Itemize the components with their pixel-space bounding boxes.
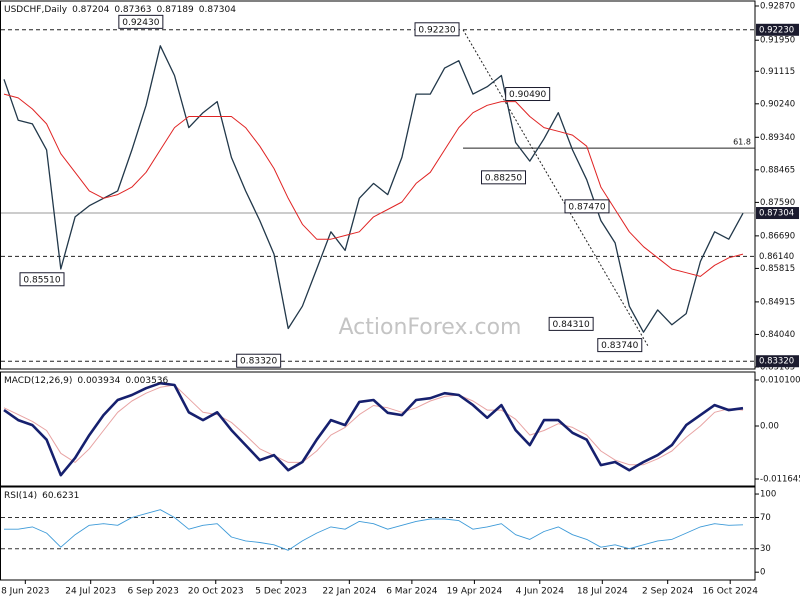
y-tick-label: -0.011645 — [760, 475, 800, 485]
annotation-label: 0.87470 — [568, 202, 605, 212]
y-tick-label: 0.00 — [760, 421, 779, 431]
header-value: 0.87204 — [72, 5, 109, 15]
annotation-label: 0.85510 — [23, 275, 60, 285]
level-box — [756, 355, 799, 368]
annotation-label: 0.92230 — [418, 25, 455, 35]
current-price-label: 0.87304 — [759, 209, 794, 219]
y-tick-label: 0.86690 — [760, 231, 795, 241]
x-tick-label: 20 Oct 2023 — [188, 587, 244, 597]
annotation-box — [414, 22, 460, 37]
macd-panel — [0, 371, 756, 487]
annotation-box — [564, 199, 610, 214]
series-line — [3, 381, 744, 477]
header-value: 0.87189 — [157, 5, 194, 15]
panel-header: USDCHF,Daily 0.87204 0.87363 0.87189 0.87304 — [4, 5, 236, 15]
y-tick-label: 0 — [760, 568, 765, 578]
y-tick-label: 70 — [760, 513, 771, 523]
x-tick-label: 6 Mar 2024 — [386, 587, 438, 597]
price-panel — [0, 0, 756, 370]
level-label: 0.83320 — [759, 357, 794, 367]
y-tick-label: 0.010100 — [760, 376, 800, 386]
panel-title: USDCHF,Daily — [4, 5, 68, 15]
fib-label: 61.8 — [733, 138, 751, 147]
header-value: 0.87363 — [114, 5, 151, 15]
watermark: ActionForex.com — [339, 315, 522, 340]
annotation-label: 0.92430 — [122, 18, 159, 28]
series-line — [4, 509, 744, 551]
header-value: 0.87304 — [199, 5, 236, 15]
current-price-box — [756, 207, 799, 220]
series-line — [3, 93, 744, 277]
series-line — [3, 45, 744, 333]
y-tick-label: 30 — [760, 544, 771, 554]
y-tick-label: 0.84040 — [760, 330, 795, 340]
annotation-box — [505, 87, 551, 102]
annotation-label: 0.90490 — [509, 90, 546, 100]
x-tick-label: 16 Oct 2024 — [702, 587, 758, 597]
y-tick-label: 0.91950 — [760, 36, 795, 46]
header-value: 0.003536 — [125, 376, 168, 386]
annotation-box — [548, 316, 594, 331]
annotation-box — [118, 14, 164, 29]
panel-header: RSI(14) 60.6231 — [4, 491, 79, 501]
annotation-box — [597, 338, 643, 353]
y-tick-label: 0.92870 — [760, 1, 795, 11]
series-line — [3, 384, 744, 466]
y-tick-label: 0.88465 — [760, 165, 795, 175]
panel-header: MACD(12,26,9) 0.003934 0.003536 — [4, 376, 169, 386]
rsi-panel — [0, 486, 756, 581]
y-tick-label: 0.83165 — [760, 362, 795, 372]
annotation-box — [481, 170, 527, 185]
level-label: 0.92230 — [759, 25, 794, 35]
x-tick-label: 18 Jul 2024 — [577, 587, 628, 597]
y-tick-label: 0.87590 — [760, 198, 795, 208]
annotation-box — [236, 353, 282, 368]
annotation-label: 0.83320 — [240, 357, 277, 367]
y-tick-label: 0.84915 — [760, 297, 795, 307]
annotation-label: 0.83740 — [601, 341, 638, 351]
annotation-label: 0.84310 — [553, 320, 590, 330]
y-tick-label: 0.89340 — [760, 133, 795, 143]
panel-title: RSI(14) — [4, 491, 37, 501]
y-tick-label: 100 — [760, 490, 776, 500]
header-value: 0.003934 — [77, 376, 120, 386]
x-tick-label: 6 Sep 2023 — [128, 587, 179, 597]
y-tick-label: 0.90240 — [760, 99, 795, 109]
annotation-label: 0.88250 — [485, 173, 522, 183]
header-value: 60.6231 — [42, 491, 79, 501]
panel-title: MACD(12,26,9) — [4, 376, 72, 386]
x-tick-label: 2 Sep 2024 — [642, 587, 694, 597]
y-tick-label: 0.91115 — [760, 67, 795, 77]
y-tick-label: 0.85815 — [760, 264, 795, 274]
level-label: 0.86140 — [759, 252, 794, 262]
x-tick-label: 4 Jun 2024 — [516, 587, 565, 597]
x-tick-label: 8 Jun 2023 — [1, 587, 49, 597]
level-box — [756, 23, 799, 36]
annotation-box — [19, 272, 65, 287]
x-tick-label: 22 Jan 2024 — [322, 587, 376, 597]
trendline — [462, 29, 649, 346]
x-tick-label: 5 Dec 2023 — [255, 587, 307, 597]
x-tick-label: 24 Jul 2023 — [65, 587, 116, 597]
x-tick-label: 19 Apr 2024 — [447, 587, 503, 597]
